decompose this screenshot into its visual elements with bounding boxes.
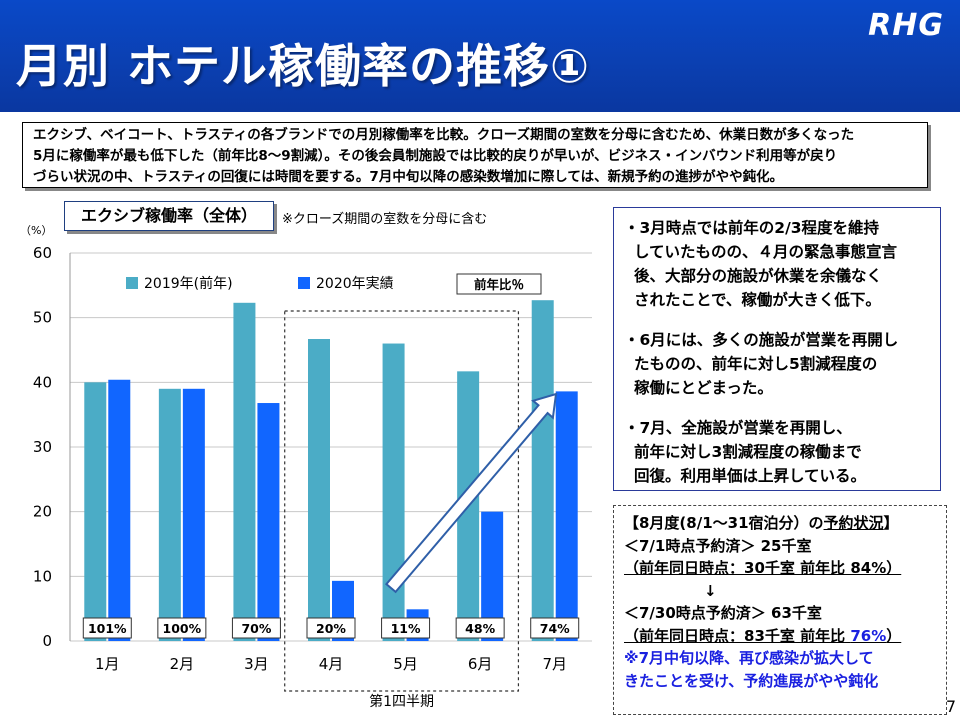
summary-line: エクシブ、ベイコート、トラスティの各ブランドでの月別稼働率を比較。クローズ期間の… [33,127,855,143]
arrow-down-icon: ↓ [704,581,717,600]
bar-2019 [84,382,107,641]
bar-2020 [481,511,504,641]
legend: 2019年(前年) 2020年実績 前年比％ [126,273,542,295]
yoy-label: 11% [391,621,421,636]
legend-swatch [126,277,138,289]
yoy-legend-box [456,273,542,295]
yoy-label-box [381,617,431,639]
bar-2019 [308,339,330,641]
group-label: 第1四半期 [369,693,434,710]
yoy-label-box [231,617,281,639]
yoy-label: 101% [88,621,127,636]
q1-highlight-box [284,310,520,692]
gridlines [69,252,592,642]
bar-2020 [108,379,131,641]
commentary-box: ・3月時点では前年の2/3程度を維持 していたものの、４月の緊急事態宣言 後、大… [613,207,941,491]
yoy-label-box [157,617,207,639]
x-tick-label: 6月 [468,655,493,673]
y-tick-labels: 0 10 20 30 40 50 60 [33,244,52,650]
yoy-label: 70% [241,621,271,636]
booking-line: ＜7/1時点予約済＞ 25千室 [624,536,812,555]
y-tick-label: 50 [33,309,52,327]
booking-line: （前年同日時点：30千室 前年比 84%） [624,559,902,577]
commentary-line: ・7月、全施設が営業を再開し、 [624,419,852,437]
arrow-up-icon [384,392,558,594]
commentary-line: 後、大部分の施設が休業を余儀なく [634,267,883,285]
chart-title: エクシブ稼働率（全体） [64,201,274,231]
summary-line: 5月に稼働率が最も低下した（前年比8～9割減）。その後会員制施設では比較的戻りが… [33,148,838,164]
bar-2020 [182,388,205,641]
y-tick-label: 30 [33,438,52,456]
commentary-paragraph: ・3月時点では前年の2/3程度を維持 していたものの、４月の緊急事態宣言 後、大… [624,216,936,312]
commentary-line: たものの、前年に対し5割減程度の [634,355,878,373]
yoy-label: 20% [316,621,346,636]
bar-2019 [158,388,181,641]
y-tick-label: 0 [42,632,52,650]
x-tick-label: 1月 [95,655,120,673]
commentary-paragraph: ・6月には、多くの施設が営業を再開し たものの、前年に対し5割減程度の 稼働にと… [624,328,936,400]
bar-2019 [531,300,554,641]
booking-note: ※7月中旬以降、再び感染が拡大して [624,649,874,667]
bar-2019 [382,343,405,641]
yoy-label-box [306,617,356,639]
commentary-paragraph: ・7月、全施設が営業を再開し、 前年に対し3割減程度の稼働まで 回復。利用単価は… [624,416,936,488]
y-tick-label: 20 [33,503,52,521]
commentary-line: ・3月時点では前年の2/3程度を維持 [624,219,880,237]
yoy-labels: 101% 100% 70% 20% 11% 48% 74% [82,617,580,639]
company-logo: RHG [868,8,944,43]
legend-swatch [298,277,310,289]
yoy-label-box [455,617,505,639]
commentary-line: されたことで、稼働が大きく低下。 [634,291,881,309]
yoy-label-box [82,617,132,639]
commentary-line: していたものの、４月の緊急事態宣言 [634,243,898,261]
yoy-legend: 前年比％ [474,277,524,292]
legend-label: 2020年実績 [316,276,394,292]
yoy-label: 100% [163,621,202,636]
booking-title: 【8月度(8/1～31宿泊分）の予約状況】 [624,514,899,532]
y-tick-label: 60 [33,244,52,262]
x-tick-label: 4月 [319,655,344,673]
y-tick-label: 40 [33,373,52,391]
x-tick-label: 2月 [170,655,195,673]
bar-2020 [257,403,280,641]
booking-note: きたことを受け、予約進展がやや鈍化 [624,671,879,690]
y-axis-unit: （%） [20,224,53,237]
x-tick-labels: 1月 2月 3月 4月 5月 6月 7月 [95,655,567,673]
booking-status-box: 【8月度(8/1～31宿泊分）の予約状況】 ＜7/1時点予約済＞ 25千室 （前… [613,505,947,715]
x-tick-label: 3月 [244,655,269,673]
bar-2019 [233,302,256,641]
summary-box: エクシブ、ベイコート、トラスティの各ブランドでの月別稼働率を比較。クローズ期間の… [22,122,928,188]
page-number: 7 [945,697,956,716]
yoy-label: 74% [540,621,570,636]
recovery-arrow [384,392,558,594]
yoy-label: 48% [465,621,495,636]
y-tick-label: 10 [33,567,52,585]
commentary-line: 前年に対し3割減程度の稼働まで [634,443,862,461]
bar-2020 [555,391,578,641]
booking-line: （前年同日時点：83千室 前年比 76%） [624,626,902,645]
yoy-label-box [530,617,580,639]
x-tick-label: 5月 [393,655,418,673]
page-title: 月別 ホテル稼働率の推移① [16,39,590,93]
chart-note: ※クローズ期間の室数を分母に含む [282,212,488,227]
commentary-line: 回復。利用単価は上昇している。 [634,467,867,485]
legend-label: 2019年(前年) [144,275,233,292]
bars [84,300,578,641]
header-bar: 月別 ホテル稼働率の推移① RHG [0,0,960,112]
commentary-line: 稼働にとどまった。 [634,379,773,397]
summary-line: づらい状況の中、トラスティの回復には時間を要する。7月中旬以降の感染数増加に際し… [33,169,784,185]
x-tick-label: 7月 [542,655,567,673]
commentary-line: ・6月には、多くの施設が営業を再開し [624,331,899,349]
booking-line: ＜7/30時点予約済＞ 63千室 [624,604,822,622]
